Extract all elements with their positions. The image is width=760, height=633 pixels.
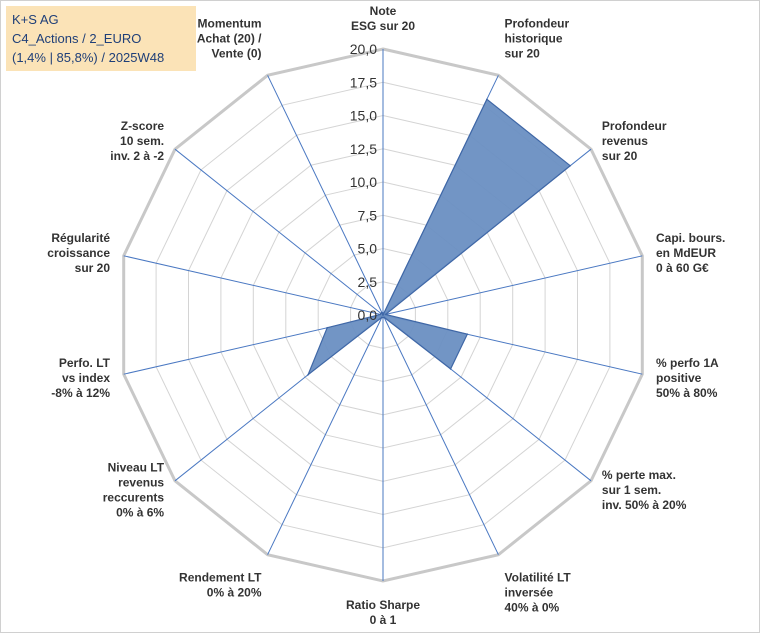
tick-label: 15,0 <box>350 108 377 124</box>
axis-label: Profondeur historique sur 20 <box>505 17 570 61</box>
axis-label-line: revenus <box>602 134 648 148</box>
axis-label-line: Achat (20) / <box>197 32 262 46</box>
axis-label-line: -8% à 12% <box>51 386 110 400</box>
axis-label-line: % perfo 1A <box>656 356 719 370</box>
axis-label: Perfo. LT vs index -8% à 12% <box>51 356 110 400</box>
axis-label-line: sur 20 <box>75 261 111 275</box>
axis-label-line: Ratio Sharpe <box>346 598 420 612</box>
axis-label-line: sur 1 sem. <box>602 483 661 497</box>
info-stats: (1,4% | 85,8%) / 2025W48 <box>12 50 165 65</box>
tick-label: 10,0 <box>350 174 377 190</box>
info-title: K+S AG <box>12 12 59 27</box>
axis-label: Capi. bours. en MdEUR 0 à 60 G€ <box>656 231 725 275</box>
axis-label-line: Capi. bours. <box>656 231 725 245</box>
axis-label-line: en MdEUR <box>656 246 716 260</box>
data-point <box>449 368 452 370</box>
axis-label-line: Z-score <box>121 119 165 133</box>
data-point <box>486 98 488 101</box>
axis-label: Ratio Sharpe 0 à 1 <box>346 598 420 627</box>
tick-label: 2,5 <box>358 274 378 290</box>
tick-label: 12,5 <box>350 141 377 157</box>
axis-label-line: Régularité <box>51 231 110 245</box>
axis-label-line: sur 20 <box>602 149 638 163</box>
axis-label-line: sur 20 <box>505 47 541 61</box>
axis-label-line: 0 à 1 <box>370 613 397 627</box>
axis-spoke <box>174 148 384 316</box>
axis-label-line: 10 sem. <box>120 134 164 148</box>
axis-label-line: 0% à 20% <box>207 585 262 599</box>
axis-label-line: revenus <box>118 476 164 490</box>
data-point <box>384 313 387 316</box>
axis-label-line: historique <box>505 32 563 46</box>
axis-label: Momentum Achat (20) / Vente (0) <box>197 17 262 61</box>
axis-label-line: reccurents <box>103 491 165 505</box>
axis-label-line: Momentum <box>198 17 262 31</box>
axis-label: % perte max. sur 1 sem. inv. 50% à 20% <box>602 468 687 512</box>
data-point <box>466 333 469 336</box>
axis-label-line: 0% à 6% <box>116 506 164 520</box>
radar-series <box>306 98 572 377</box>
axis-label: Note ESG sur 20 <box>351 4 415 33</box>
axis-label: Rendement LT 0% à 20% <box>179 570 262 599</box>
axis-label: Régularité croissance sur 20 <box>47 231 110 275</box>
radar-axis-labels: Note ESG sur 20 Profondeur historique sur 20… <box>47 4 725 627</box>
tick-label: 20,0 <box>350 41 377 57</box>
data-point <box>307 373 309 376</box>
axis-label-line: Niveau LT <box>108 461 165 475</box>
axis-label-line: inv. 2 à -2 <box>110 149 164 163</box>
axis-label-line: ESG sur 20 <box>351 19 415 33</box>
data-point <box>382 316 384 319</box>
tick-label: 17,5 <box>350 74 377 90</box>
radar-tick-labels: 0,0 2,5 5,0 7,5 10,0 12,5 15,0 17,5 20,0 <box>350 41 377 323</box>
tick-label: 7,5 <box>358 207 378 223</box>
axis-label-line: Rendement LT <box>179 570 262 584</box>
info-category: C4_Actions / 2_EURO <box>12 31 142 46</box>
axis-label: % perfo 1A positive 50% à 80% <box>656 356 719 400</box>
axis-label: Z-score 10 sem. inv. 2 à -2 <box>110 119 164 163</box>
axis-label-line: Volatilité LT <box>505 570 572 584</box>
data-point <box>326 326 329 329</box>
axis-label-line: inv. 50% à 20% <box>602 498 687 512</box>
info-box: K+S AG C4_Actions / 2_EURO (1,4% | 85,8%… <box>6 6 196 71</box>
axis-spoke <box>123 255 384 316</box>
axis-spoke <box>267 75 384 316</box>
axis-spoke <box>382 255 643 316</box>
data-point <box>383 316 386 319</box>
data-area <box>306 98 572 377</box>
axis-label-line: positive <box>656 371 702 385</box>
axis-label-line: Note <box>370 4 397 18</box>
axis-label-line: croissance <box>47 246 110 260</box>
data-point <box>381 316 383 319</box>
data-point <box>382 314 384 316</box>
tick-label: 0,0 <box>358 307 378 323</box>
data-point <box>381 311 383 314</box>
axis-spoke <box>267 314 384 555</box>
axis-label-line: Perfo. LT <box>59 356 111 370</box>
axis-label-line: 40% à 0% <box>505 600 560 614</box>
axis-label-line: Profondeur <box>505 17 570 31</box>
axis-label-line: 0 à 60 G€ <box>656 261 709 275</box>
axis-label: Volatilité LT inversée 40% à 0% <box>505 570 572 614</box>
axis-label-line: 50% à 80% <box>656 386 718 400</box>
axis-spoke <box>382 314 499 555</box>
axis-label: Profondeur revenus sur 20 <box>602 119 667 163</box>
axis-label: Niveau LT revenus reccurents 0% à 6% <box>103 461 165 520</box>
axis-label-line: vs index <box>62 371 110 385</box>
axis-label-line: % perte max. <box>602 468 676 482</box>
axis-label-line: Vente (0) <box>211 47 261 61</box>
data-point <box>569 164 571 167</box>
axis-label-line: inversée <box>505 585 554 599</box>
tick-label: 5,0 <box>358 241 378 257</box>
axis-label-line: Profondeur <box>602 119 667 133</box>
